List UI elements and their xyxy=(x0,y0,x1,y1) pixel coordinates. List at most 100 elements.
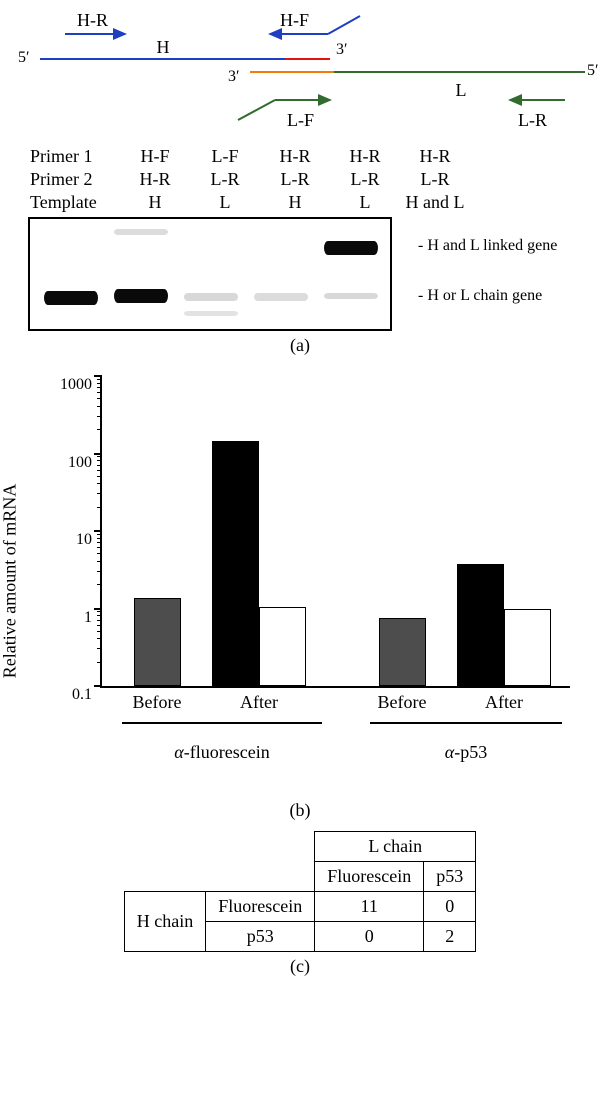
panel-b-caption: (b) xyxy=(10,800,590,821)
chart-y-minor-tick xyxy=(97,611,102,612)
panel-b: Relative amount of mRNA 0.11101001000Bef… xyxy=(10,366,590,821)
chart-group-label: α-fluorescein xyxy=(174,742,269,763)
panel-c: L chain Fluorescein p53 H chain Fluoresc… xyxy=(10,831,590,977)
chart-y-tick xyxy=(94,453,102,455)
gel-band xyxy=(324,293,378,299)
chart-y-tick-label: 0.1 xyxy=(52,686,92,704)
primer-cell: L xyxy=(190,192,260,213)
chart-y-minor-tick xyxy=(97,406,102,407)
chart-group-line xyxy=(370,722,562,724)
chart-x-tick-label: Before xyxy=(133,692,182,713)
chart-y-minor-tick xyxy=(97,638,102,639)
chart-y-minor-tick xyxy=(97,538,102,539)
panel-a: H-RH-FH5′3′3′L5′L-FL-R Primer 1H-FL-FH-R… xyxy=(10,10,590,356)
panel-c-caption: (c) xyxy=(10,956,590,977)
chart-y-minor-tick xyxy=(97,398,102,399)
gel-band xyxy=(324,241,378,255)
table-col-group-header: L chain xyxy=(315,832,476,862)
primer-row-label: Primer 2 xyxy=(30,169,120,190)
primer-cell: L-R xyxy=(330,169,400,190)
chart-group-line xyxy=(122,722,322,724)
chart-y-axis-label: Relative amount of mRNA xyxy=(0,484,21,678)
chart-y-tick-label: 10 xyxy=(52,531,92,549)
gel-lane xyxy=(320,219,382,329)
chart-bar xyxy=(379,618,426,686)
primer-cell: H-R xyxy=(330,146,400,167)
chart-x-tick-label: After xyxy=(485,692,523,713)
chart-y-minor-tick xyxy=(97,571,102,572)
chart-y-minor-tick xyxy=(97,483,102,484)
table-col-header: Fluorescein xyxy=(315,862,424,892)
chart-y-minor-tick xyxy=(97,648,102,649)
gel-band xyxy=(44,291,98,305)
gel-image xyxy=(28,217,392,331)
gel-lane xyxy=(40,219,102,329)
panel-a-caption: (a) xyxy=(10,335,590,356)
table-cell: 0 xyxy=(315,922,424,952)
primer-cell: H xyxy=(120,192,190,213)
chart-y-minor-tick xyxy=(97,507,102,508)
primer-cell: H and L xyxy=(400,192,470,213)
chart-y-minor-tick xyxy=(97,493,102,494)
chart-y-minor-tick xyxy=(97,584,102,585)
chart-y-minor-tick xyxy=(97,456,102,457)
chart-y-minor-tick xyxy=(97,553,102,554)
chart-y-minor-tick xyxy=(97,392,102,393)
chart-y-minor-tick xyxy=(97,625,102,626)
table-cell: 11 xyxy=(315,892,424,922)
table-row-header: Fluorescein xyxy=(206,892,315,922)
chart-y-minor-tick xyxy=(97,379,102,380)
primer-cell: L-R xyxy=(260,169,330,190)
chart-y-minor-tick xyxy=(97,620,102,621)
chart-y-tick xyxy=(94,608,102,610)
gel-lane xyxy=(250,219,312,329)
chart-y-minor-tick xyxy=(97,465,102,466)
bar-chart: Relative amount of mRNA 0.11101001000Bef… xyxy=(20,366,580,796)
primer-cell: L-R xyxy=(190,169,260,190)
primer-table: Primer 1H-FL-FH-RH-RH-RPrimer 2H-RL-RL-R… xyxy=(30,146,590,213)
chart-y-minor-tick xyxy=(97,662,102,663)
gel-band xyxy=(184,293,238,301)
table-col-header: p53 xyxy=(424,862,476,892)
chart-x-tick-label: After xyxy=(240,692,278,713)
chart-y-minor-tick xyxy=(97,416,102,417)
chart-y-minor-tick xyxy=(97,534,102,535)
chart-y-minor-tick xyxy=(97,429,102,430)
pairing-table: L chain Fluorescein p53 H chain Fluoresc… xyxy=(124,831,476,952)
chart-y-tick-label: 1000 xyxy=(52,376,92,394)
primer-cell: H xyxy=(260,192,330,213)
chart-y-minor-tick xyxy=(97,542,102,543)
gel-band xyxy=(184,311,238,316)
chart-bar xyxy=(504,609,551,686)
primer-cell: H-R xyxy=(260,146,330,167)
table-spacer xyxy=(124,862,314,892)
chart-y-minor-tick xyxy=(97,631,102,632)
primer-row-label: Template xyxy=(30,192,120,213)
chart-y-tick-label: 1 xyxy=(52,609,92,627)
gel-band-label: H and L linked gene xyxy=(418,237,557,255)
chart-axes: 0.11101001000BeforeAfterα-fluoresceinBef… xyxy=(100,376,570,688)
table-row-header: p53 xyxy=(206,922,315,952)
gel-band xyxy=(114,229,168,235)
primer-cell: L-R xyxy=(400,169,470,190)
chart-group-label: α-p53 xyxy=(445,742,487,763)
primer-row-label: Primer 1 xyxy=(30,146,120,167)
chart-bar xyxy=(134,598,181,686)
chart-y-minor-tick xyxy=(97,561,102,562)
gel-band xyxy=(114,289,168,303)
chart-x-tick-label: Before xyxy=(378,692,427,713)
chart-y-minor-tick xyxy=(97,615,102,616)
primer-cell: L-F xyxy=(190,146,260,167)
gel-band xyxy=(254,293,308,301)
chart-y-minor-tick xyxy=(97,470,102,471)
primer-cell: H-R xyxy=(120,169,190,190)
chart-y-minor-tick xyxy=(97,383,102,384)
chart-y-minor-tick xyxy=(97,547,102,548)
gel-lane xyxy=(110,219,172,329)
table-cell: 2 xyxy=(424,922,476,952)
chart-y-tick xyxy=(94,685,102,687)
chart-y-tick xyxy=(94,375,102,377)
primer-cell: H-F xyxy=(120,146,190,167)
table-row-group-header: H chain xyxy=(124,892,205,952)
chart-y-minor-tick xyxy=(97,476,102,477)
